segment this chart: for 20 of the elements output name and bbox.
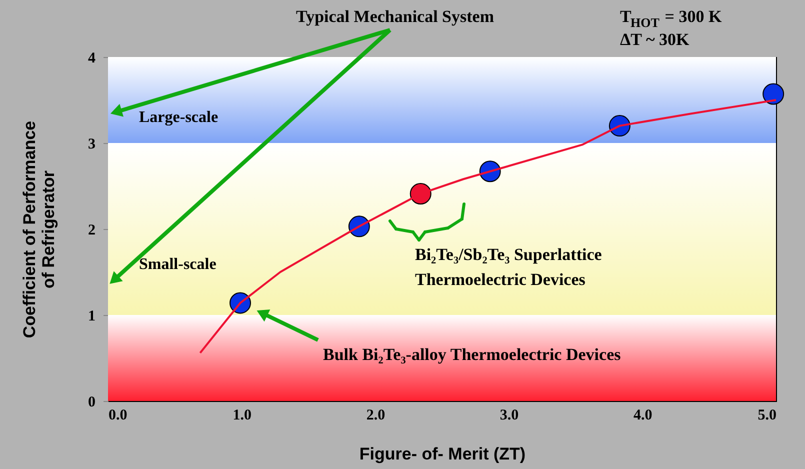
x-axis-title: Figure- of- Merit (ZT) [359,444,526,464]
annotation: Bi₂Te₃/Sb₂Te₃ Superlattice [415,245,602,264]
x-tick-label: 0.0 [108,408,128,424]
text: Typical Mechanical System [296,7,494,26]
y-axis-title: Coefficient of Performance of Refrigerator [20,120,58,338]
y-tick-label: 2 [88,222,96,238]
y-tick-label: 4 [88,50,96,66]
annotation: Bulk Bi₂Te₃-alloy Thermoelectric Devices [323,345,622,364]
text: ΔT ~ 30K [620,30,690,49]
x-tick-label: 5.0 [758,408,776,424]
x-tick-label: 4.0 [634,408,652,424]
band-label: Large-scale [139,109,218,126]
y-tick-label: 0 [88,394,96,410]
annotation: Thermoelectric Devices [415,270,586,289]
x-tick-label: 3.0 [500,408,519,424]
band-label: Small-scale [139,256,216,273]
x-tick-label: 2.0 [366,408,386,424]
y-tick-label: 1 [88,308,96,324]
x-tick-label: 1.0 [232,408,252,424]
y-tick-label: 3 [88,136,96,152]
